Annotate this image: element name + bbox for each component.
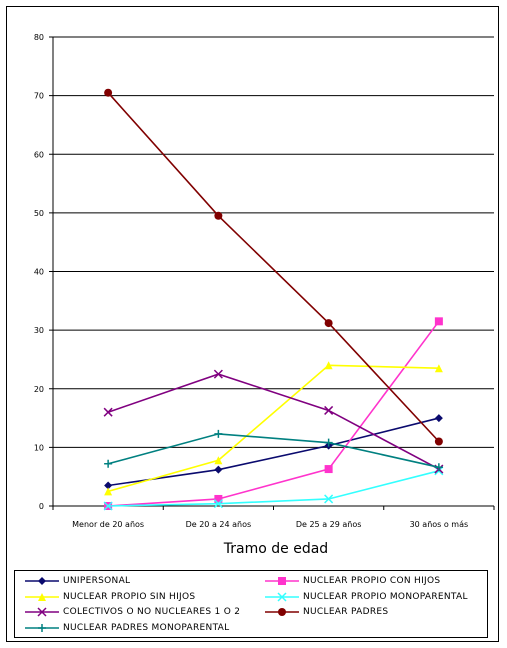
point-marker	[434, 463, 443, 472]
series-line	[107, 92, 440, 443]
point-marker	[324, 465, 333, 474]
point-marker	[324, 361, 333, 370]
legend-item: NUCLEAR PADRES	[265, 605, 388, 619]
axis-layer: 0 10 20 30 40 50 60 70 80 Menor de 20 años De 20 a…	[34, 33, 495, 529]
legend-label: NUCLEAR PROPIO MONOPARENTAL	[303, 591, 468, 602]
series-line	[108, 320, 440, 507]
legend-swatch	[25, 592, 59, 601]
chart-frame: 0 10 20 30 40 50 60 70 80 Menor de 20 años De 20 a…	[6, 6, 499, 642]
point-marker	[104, 459, 113, 468]
legend-item: NUCLEAR PROPIO CON HIJOS	[265, 574, 440, 588]
series-6	[104, 429, 443, 472]
point-marker	[324, 438, 333, 447]
y-tick-label: 70	[34, 92, 44, 101]
legend-item: NUCLEAR PADRES MONOPARENTAL	[25, 621, 229, 635]
x-tick-label: De 20 a 24 años	[186, 520, 252, 529]
point-marker	[213, 369, 223, 379]
point-marker	[214, 429, 223, 438]
point-marker	[278, 577, 286, 585]
series-line	[108, 470, 440, 507]
legend-swatch	[265, 591, 299, 602]
y-tick-label: 40	[34, 268, 44, 277]
point-marker	[278, 608, 286, 616]
legend-label: NUCLEAR PADRES MONOPARENTAL	[63, 622, 230, 633]
legend-label: NUCLEAR PROPIO CON HIJOS	[303, 576, 441, 586]
point-marker	[104, 487, 113, 496]
chart-plot: 0 10 20 30 40 50 60 70 80 Menor de 20 años De 20 a…	[34, 33, 495, 557]
chart-legend: UNIPERSONAL NUCLEAR PROPIO CON HIJOS NUCLE…	[14, 570, 488, 638]
point-marker	[104, 88, 113, 97]
grid-layer	[53, 36, 494, 448]
point-marker	[324, 494, 334, 504]
point-marker	[324, 319, 333, 328]
point-marker	[214, 456, 223, 465]
point-marker	[38, 592, 46, 601]
point-marker	[214, 494, 223, 503]
point-marker	[434, 364, 443, 373]
legend-swatch	[265, 608, 299, 616]
series-0	[104, 414, 443, 490]
y-tick-label: 60	[34, 150, 44, 159]
legend-item: UNIPERSONAL	[25, 574, 130, 588]
x-axis-title: Tramo de edad	[223, 541, 328, 557]
y-tick-label: 10	[34, 443, 44, 452]
legend-swatch	[25, 607, 59, 617]
point-marker	[434, 414, 443, 423]
point-marker	[38, 623, 46, 632]
point-marker	[104, 481, 113, 490]
series-layer	[103, 88, 444, 511]
legend-item: NUCLEAR PROPIO MONOPARENTAL	[265, 590, 468, 604]
series-line	[107, 433, 440, 469]
point-marker	[277, 591, 287, 602]
x-tick-label: De 25 a 29 años	[296, 520, 362, 529]
y-tick-label: 20	[34, 385, 44, 394]
point-marker	[103, 407, 113, 417]
point-marker	[214, 465, 223, 474]
series-2	[104, 361, 443, 496]
series-line	[107, 373, 440, 470]
point-marker	[434, 437, 443, 446]
x-tick-label: Menor de 20 años	[72, 520, 144, 529]
series-line	[107, 364, 439, 493]
point-marker	[324, 405, 334, 415]
y-tick-label: 50	[34, 209, 44, 218]
point-marker	[213, 499, 223, 509]
y-tick-label: 30	[34, 326, 44, 335]
legend-item: COLECTIVOS O NO NUCLEARES 1 O 2	[25, 605, 240, 619]
legend-swatch	[265, 577, 299, 585]
point-marker	[434, 317, 443, 326]
series-5	[104, 88, 443, 446]
legend-label: NUCLEAR PADRES	[303, 607, 389, 617]
legend-swatch	[25, 623, 59, 632]
point-marker	[38, 577, 46, 585]
series-line	[108, 417, 440, 487]
legend-label: UNIPERSONAL	[63, 576, 131, 586]
legend-item: NUCLEAR PROPIO SIN HIJOS	[25, 590, 195, 604]
point-marker	[214, 211, 223, 220]
x-tick-label: 30 años o más	[410, 520, 469, 529]
legend-label: COLECTIVOS O NO NUCLEARES 1 O 2	[63, 607, 241, 617]
legend-swatch	[25, 577, 59, 585]
y-tick-label: 80	[34, 33, 44, 42]
point-marker	[103, 501, 113, 511]
y-tick-label: 0	[39, 502, 44, 511]
legend-label: NUCLEAR PROPIO SIN HIJOS	[63, 591, 196, 602]
point-marker	[37, 607, 47, 617]
